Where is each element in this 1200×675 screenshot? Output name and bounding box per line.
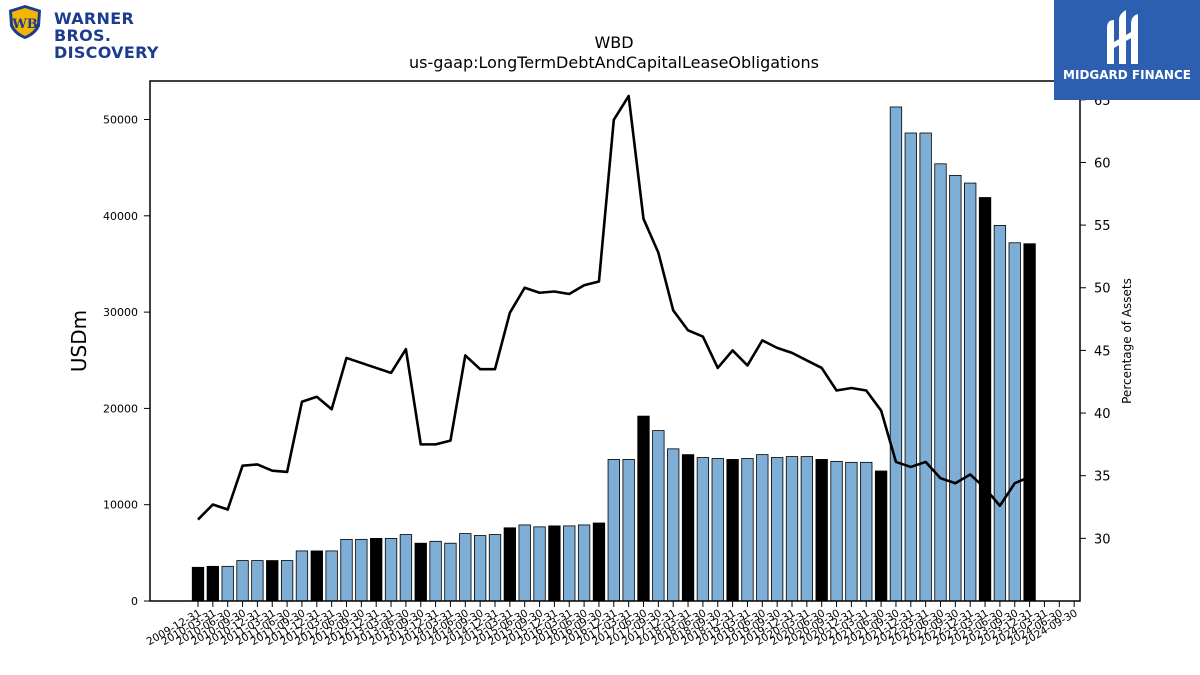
bar [1023, 243, 1036, 602]
bar [370, 538, 383, 602]
bar [414, 542, 427, 602]
bar [592, 522, 606, 602]
bar [711, 458, 724, 602]
y2-tick-label: 40 [1094, 407, 1111, 422]
warner-bros-discovery-logo: WB WARNER BROS. DISCOVERY [6, 4, 196, 61]
bar [340, 538, 353, 602]
bar [533, 526, 546, 602]
bar [919, 132, 932, 602]
bar [310, 550, 323, 602]
bar [280, 560, 294, 602]
bar [949, 174, 962, 602]
bar [384, 538, 398, 602]
y-axis-label: USDm [67, 310, 91, 372]
bar [266, 560, 279, 602]
bar [488, 534, 502, 602]
plot-frame [149, 80, 1081, 602]
bar [206, 565, 220, 602]
bar [459, 533, 472, 602]
bar [978, 197, 992, 602]
chart-title: WBD [594, 33, 633, 52]
bar [637, 415, 650, 602]
y-tick-label: 40000 [103, 210, 138, 223]
bar [964, 182, 977, 602]
bar [845, 461, 858, 602]
bar [874, 470, 888, 602]
y2-tick-label: 30 [1094, 532, 1111, 547]
bar [429, 540, 442, 602]
bar [473, 535, 487, 602]
bar [904, 132, 917, 602]
bar [771, 457, 784, 602]
bar [622, 459, 635, 602]
bar [741, 458, 754, 602]
y2-axis-label: Percentage of Assets [1120, 278, 1134, 404]
bar [548, 525, 561, 602]
bar [785, 456, 799, 602]
bar [444, 542, 457, 602]
midgard-logo-text: MIDGARD FINANCE [1063, 68, 1191, 82]
bar [518, 524, 531, 602]
bar-series [191, 106, 1036, 602]
midgard-finance-logo: MIDGARD FINANCE [1054, 0, 1200, 100]
y2-tick-label: 55 [1094, 219, 1111, 234]
bar [681, 454, 695, 602]
y-tick-label: 10000 [103, 499, 138, 512]
bar [236, 560, 249, 602]
bar [815, 459, 828, 602]
wb-shield-icon: WB [9, 5, 41, 39]
y2-tick-label: 35 [1094, 470, 1111, 485]
y-tick-label: 20000 [103, 402, 138, 415]
midgard-m-icon [1107, 10, 1138, 64]
bar [889, 106, 903, 602]
bar [667, 448, 680, 602]
logo-line-1: WARNER BROS. [54, 9, 135, 45]
y2-tick-label: 50 [1094, 282, 1111, 297]
bar [563, 525, 576, 602]
chart-subtitle: us-gaap:LongTermDebtAndCapitalLeaseOblig… [409, 53, 819, 72]
bar [726, 459, 739, 602]
bar [577, 524, 591, 602]
bar [652, 430, 665, 602]
y-tick-label: 30000 [103, 306, 138, 319]
line-series [197, 94, 1031, 521]
bar [355, 538, 368, 602]
bar [503, 527, 517, 602]
bar [607, 459, 620, 602]
bar [325, 550, 338, 602]
y2-tick-label: 60 [1094, 156, 1111, 171]
svg-text:WB: WB [11, 17, 38, 32]
bar [399, 534, 413, 602]
bar [756, 454, 769, 602]
y-tick-label: 50000 [103, 114, 138, 127]
bar [696, 457, 710, 602]
x-axis-ticks: 2009-12-312010-03-312010-06-302010-09-30… [145, 601, 1080, 648]
y-tick-label: 0 [131, 595, 138, 608]
bar [1008, 242, 1021, 602]
bar [221, 565, 234, 602]
bar [800, 456, 813, 602]
bar [251, 560, 264, 602]
logo-line-2: DISCOVERY [54, 43, 159, 62]
y-axis-ticks: 0 10000 20000 30000 40000 50000 [103, 114, 150, 608]
bar [860, 461, 873, 602]
bar [993, 225, 1007, 602]
y2-tick-label: 45 [1094, 344, 1111, 359]
bar [934, 163, 947, 602]
bar [191, 566, 205, 602]
bar [830, 460, 843, 602]
bar [295, 550, 309, 602]
series-line [197, 94, 1031, 521]
